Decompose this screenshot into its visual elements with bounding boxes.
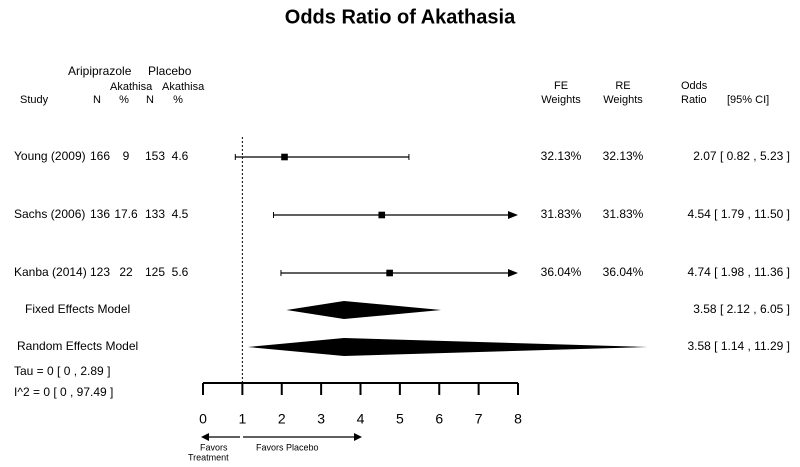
- aripiprazole-n: 136: [90, 207, 110, 221]
- placebo-n: 153: [145, 149, 165, 163]
- placebo-n: 133: [145, 207, 165, 221]
- aripiprazole-pct: 22: [119, 265, 133, 279]
- x-tick-label: 4: [357, 411, 365, 427]
- header-pct: %: [173, 94, 183, 106]
- ci-label: 4.54 [ 1.79 , 11.50 ]: [687, 207, 790, 221]
- x-tick-label: 8: [514, 411, 522, 427]
- estimate-marker: [378, 211, 386, 219]
- x-tick-label: 2: [278, 411, 286, 427]
- header-odds-ratio: Ratio: [681, 94, 707, 106]
- placebo-pct: 5.6: [172, 265, 189, 279]
- x-tick-label: 1: [238, 411, 246, 427]
- header-placebo: Placebo: [148, 64, 192, 78]
- header-fe: FE: [554, 80, 568, 92]
- study-name: Kanba (2014): [14, 265, 87, 279]
- favors-arrow-head: [201, 433, 209, 441]
- placebo-pct: 4.5: [172, 207, 189, 221]
- placebo-n: 125: [145, 265, 165, 279]
- header-n: N: [93, 94, 101, 106]
- x-tick-label: 5: [396, 411, 404, 427]
- ci-label: 4.74 [ 1.98 , 11.36 ]: [687, 265, 790, 279]
- ci-arrow: [508, 211, 518, 219]
- summary-diamond: [247, 338, 648, 356]
- estimate-marker: [386, 269, 393, 277]
- aripiprazole-pct: 9: [123, 149, 130, 163]
- header-aripiprazole: Aripiprazole: [68, 64, 132, 78]
- placebo-pct: 4.6: [172, 149, 189, 163]
- header-ci: [95% CI]: [727, 94, 769, 106]
- study-name: Young (2009): [14, 149, 86, 163]
- header-study: Study: [20, 94, 49, 106]
- aripiprazole-pct: 17.6: [114, 207, 138, 221]
- favors-arrow-head: [354, 433, 362, 441]
- header-pct: %: [119, 94, 129, 106]
- aripiprazole-n: 166: [90, 149, 110, 163]
- ci-label: 3.58 [ 1.14 , 11.29 ]: [687, 339, 790, 353]
- favors-right: Favors Placebo: [256, 442, 319, 452]
- header-n: N: [146, 94, 154, 106]
- header-akathisia: Akathisa: [162, 81, 205, 93]
- x-tick-label: 3: [317, 411, 325, 427]
- summary-diamond: [286, 301, 442, 319]
- header-re: Weights: [603, 94, 643, 106]
- estimate-marker: [281, 153, 288, 161]
- re-weight: 36.04%: [603, 265, 644, 279]
- header-re: RE: [615, 80, 630, 92]
- ci-label: 2.07 [ 0.82 , 5.23 ]: [693, 149, 790, 163]
- aripiprazole-n: 123: [90, 265, 110, 279]
- model-name: Fixed Effects Model: [25, 302, 130, 316]
- heterogeneity: I^2 = 0 [ 0 , 97.49 ]: [14, 385, 113, 399]
- chart-title: Odds Ratio of Akathasia: [285, 6, 516, 28]
- header-odds-ratio: Odds: [681, 80, 708, 92]
- fe-weight: 31.83%: [541, 207, 582, 221]
- x-tick-label: 7: [475, 411, 483, 427]
- favors-left: Treatment: [188, 452, 229, 462]
- re-weight: 31.83%: [603, 207, 644, 221]
- model-name: Random Effects Model: [17, 339, 138, 353]
- ci-arrow: [508, 269, 518, 277]
- re-weight: 32.13%: [603, 149, 644, 163]
- favors-left: Favors: [200, 442, 228, 452]
- fe-weight: 32.13%: [541, 149, 582, 163]
- study-name: Sachs (2006): [14, 207, 85, 221]
- header-akathisia: Akathisa: [110, 81, 153, 93]
- fe-weight: 36.04%: [541, 265, 582, 279]
- header-fe: Weights: [541, 94, 581, 106]
- x-tick-label: 0: [199, 411, 207, 427]
- x-tick-label: 6: [435, 411, 443, 427]
- heterogeneity: Tau = 0 [ 0 , 2.89 ]: [14, 364, 110, 378]
- ci-label: 3.58 [ 2.12 , 6.05 ]: [693, 302, 790, 316]
